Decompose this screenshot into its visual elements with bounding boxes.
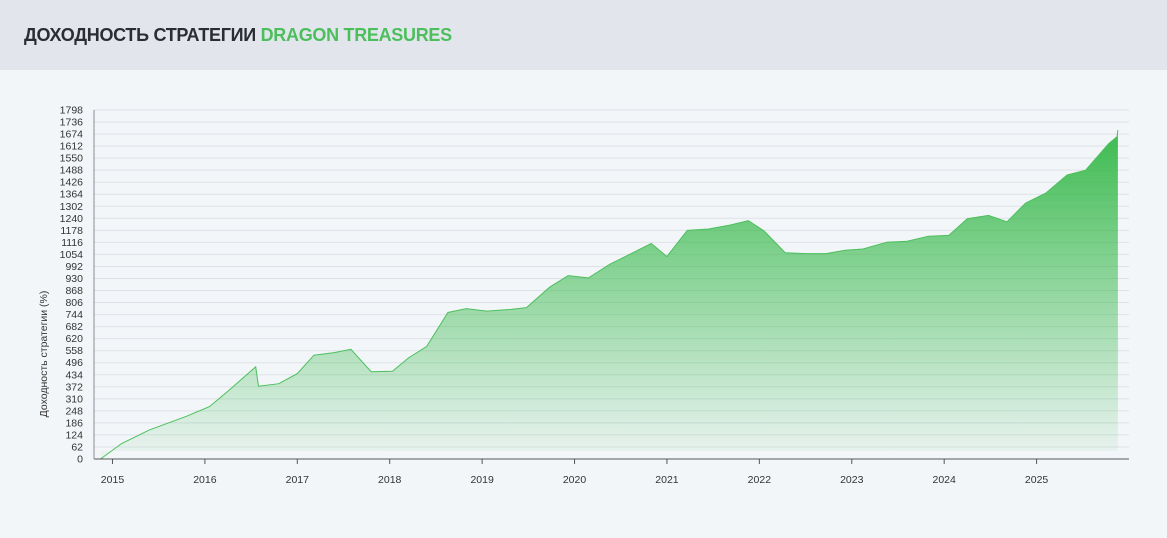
y-tick-label: 1798 <box>60 105 84 117</box>
x-tick-label: 2025 <box>1025 474 1049 486</box>
x-tick-label: 2015 <box>101 474 125 486</box>
y-tick-label: 310 <box>65 393 83 405</box>
title-main: ДОХОДНОСТЬ СТРАТЕГИИ <box>24 24 256 45</box>
x-tick-label: 2022 <box>748 474 772 486</box>
y-tick-label: 186 <box>65 417 83 429</box>
x-tick-label: 2018 <box>378 474 402 486</box>
y-tick-label: 434 <box>65 369 83 381</box>
y-axis-label: Доходность стратегии (%) <box>38 291 50 418</box>
series-area-fill <box>100 130 1118 459</box>
y-tick-labels: 0621241862483103724344965586206827448068… <box>60 105 84 466</box>
y-tick-label: 930 <box>65 273 83 285</box>
y-tick-label: 1736 <box>60 117 84 129</box>
y-tick-label: 1612 <box>60 141 84 153</box>
y-tick-label: 1674 <box>60 129 84 141</box>
y-tick-label: 868 <box>65 285 83 297</box>
x-tick-label: 2024 <box>932 474 956 486</box>
y-tick-label: 1364 <box>60 189 84 201</box>
y-tick-label: 682 <box>65 321 83 333</box>
strategy-yield-chart: 0621241862483103724344965586206827448068… <box>38 105 1129 486</box>
y-tick-label: 1116 <box>61 237 83 249</box>
y-tick-label: 124 <box>65 429 83 441</box>
y-tick-label: 62 <box>71 441 83 453</box>
x-tick-label: 2021 <box>655 474 679 486</box>
y-tick-label: 620 <box>65 333 83 345</box>
y-tick-label: 1302 <box>60 201 84 213</box>
y-tick-label: 806 <box>65 297 83 309</box>
axis-layer <box>93 110 1129 464</box>
page-title: ДОХОДНОСТЬ СТРАТЕГИИ DRAGON TREASURES <box>24 25 452 46</box>
y-tick-label: 1550 <box>60 153 84 165</box>
y-tick-label: 1054 <box>60 249 84 261</box>
y-tick-label: 558 <box>65 345 83 357</box>
area-layer <box>100 129 1119 460</box>
y-tick-label: 1240 <box>60 213 84 225</box>
page-header: ДОХОДНОСТЬ СТРАТЕГИИ DRAGON TREASURES <box>0 0 1167 70</box>
y-tick-label: 1426 <box>60 177 84 189</box>
x-tick-label: 2020 <box>563 474 587 486</box>
y-tick-label: 372 <box>65 381 83 393</box>
title-accent: DRAGON TREASURES <box>260 24 453 45</box>
y-tick-label: 248 <box>65 405 83 417</box>
y-tick-label: 1178 <box>60 225 83 237</box>
x-tick-label: 2023 <box>840 474 864 486</box>
y-tick-label: 992 <box>65 261 83 273</box>
y-tick-label: 0 <box>77 454 83 466</box>
x-tick-label: 2017 <box>286 474 310 486</box>
y-tick-label: 1488 <box>60 165 84 177</box>
y-tick-label: 496 <box>65 357 83 369</box>
x-tick-label: 2019 <box>470 474 494 486</box>
series-line <box>100 129 1119 460</box>
y-tick-label: 744 <box>65 309 83 321</box>
chart-container: 0 62 124 186 248 310 372 434 496 558 620 682 744 806 8… <box>0 70 1167 538</box>
x-tick-label: 2016 <box>193 474 217 486</box>
x-tick-labels: 2015 2016 2017 2018 2019 2020 2021 2022 2023 2024… <box>101 474 1049 486</box>
